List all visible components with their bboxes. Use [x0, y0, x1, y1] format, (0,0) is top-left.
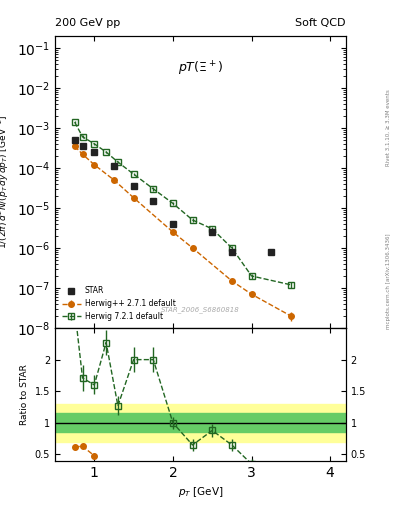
Text: Rivet 3.1.10, ≥ 3.3M events: Rivet 3.1.10, ≥ 3.3M events [386, 90, 391, 166]
Y-axis label: $1/(2\pi)\,d^2N/(p_T\,dy\,dp_T)$ [GeV$^{-2}$]: $1/(2\pi)\,d^2N/(p_T\,dy\,dp_T)$ [GeV$^{… [0, 115, 11, 249]
X-axis label: $p_T$ [GeV]: $p_T$ [GeV] [178, 485, 223, 499]
Text: STAR_2006_S6860818: STAR_2006_S6860818 [161, 307, 240, 313]
Text: 200 GeV pp: 200 GeV pp [55, 18, 120, 28]
Text: mcplots.cern.ch [arXiv:1306.3436]: mcplots.cern.ch [arXiv:1306.3436] [386, 234, 391, 329]
Y-axis label: Ratio to STAR: Ratio to STAR [20, 364, 29, 425]
Text: $pT(\Xi^+)$: $pT(\Xi^+)$ [178, 59, 223, 77]
Legend: STAR, Herwig++ 2.7.1 default, Herwig 7.2.1 default: STAR, Herwig++ 2.7.1 default, Herwig 7.2… [59, 284, 179, 324]
Text: Soft QCD: Soft QCD [296, 18, 346, 28]
